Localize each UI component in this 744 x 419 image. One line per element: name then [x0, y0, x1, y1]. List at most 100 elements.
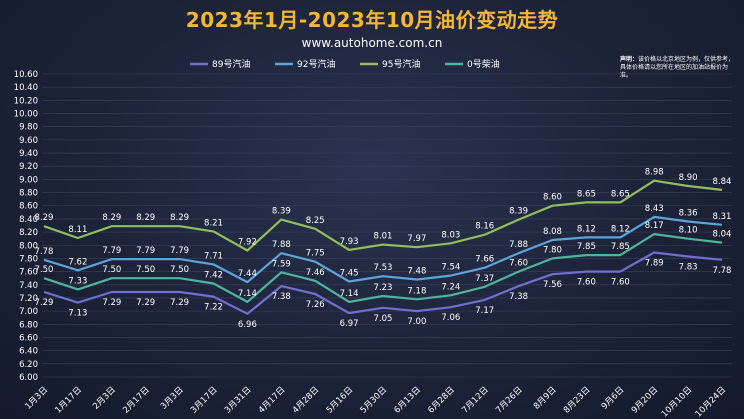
- x-tick-label: 7月12日: [460, 385, 491, 416]
- data-label: 7.66: [475, 255, 494, 265]
- data-label: 7.92: [238, 238, 257, 248]
- data-label: 7.80: [543, 245, 562, 255]
- data-label: 8.11: [68, 225, 87, 235]
- data-label: 8.16: [475, 222, 494, 232]
- y-tick-label: 9.40: [19, 149, 38, 159]
- data-label: 8.29: [170, 213, 189, 223]
- x-tick-label: 7月26日: [494, 385, 525, 416]
- data-label: 8.12: [577, 224, 596, 234]
- data-label: 8.84: [713, 177, 732, 187]
- y-tick-label: 8.80: [19, 189, 38, 199]
- y-axis: 6.00 6.20 6.40 6.60 6.80 7.00 7.20 7.40 7.60 7.80…: [14, 70, 38, 383]
- data-label: 8.43: [645, 204, 664, 214]
- y-tick-label: 7.00: [19, 307, 38, 317]
- data-label: 7.42: [204, 270, 223, 280]
- x-axis: 1月3日 1月17日 2月3日 2月17日 3月3日 3月17日 3月31日 4月17日 4月2…: [23, 385, 728, 419]
- data-label: 6.97: [340, 319, 359, 329]
- data-label: 7.46: [306, 268, 325, 278]
- data-label: 7.26: [306, 300, 325, 310]
- data-label: 7.60: [577, 278, 596, 288]
- series-lines: [43, 179, 723, 315]
- data-label: 7.50: [35, 265, 54, 275]
- x-tick-label: 4月28日: [291, 385, 322, 416]
- data-label: 8.04: [713, 230, 732, 240]
- legend-label: 95号汽油: [382, 58, 420, 70]
- data-label: 7.59: [272, 259, 291, 269]
- x-tick-label: 1月3日: [23, 385, 50, 412]
- data-label: 7.93: [340, 237, 359, 247]
- y-tick-label: 9.20: [19, 162, 38, 172]
- x-tick-label: 5月30日: [359, 385, 390, 416]
- data-label: 8.60: [543, 193, 562, 203]
- y-tick-label: 7.40: [19, 281, 38, 291]
- data-label: 7.53: [374, 263, 393, 273]
- chart-subtitle: www.autohome.com.cn: [301, 36, 443, 50]
- data-label: 7.22: [204, 303, 223, 313]
- series-line: [43, 215, 723, 284]
- data-label: 7.97: [407, 234, 426, 244]
- data-label: 7.29: [136, 298, 155, 308]
- y-tick-label: 8.40: [19, 215, 38, 225]
- data-label: 7.48: [407, 267, 426, 277]
- y-tick-label: 6.00: [19, 373, 38, 383]
- y-tick-label: 8.00: [19, 241, 38, 251]
- data-label: 7.38: [509, 292, 528, 302]
- data-label: 7.33: [68, 276, 87, 286]
- x-tick-label: 4月17日: [257, 385, 288, 416]
- x-tick-label: 9月20日: [630, 385, 661, 416]
- data-label: 7.23: [374, 283, 393, 293]
- data-label: 7.24: [441, 282, 460, 292]
- y-tick-label: 6.80: [19, 320, 38, 330]
- data-label: 7.60: [611, 278, 630, 288]
- series-line: [43, 179, 723, 252]
- data-label: 7.54: [441, 263, 460, 273]
- data-label: 7.78: [713, 266, 732, 276]
- data-label: 7.79: [102, 246, 121, 256]
- legend-label: 0号柴油: [467, 58, 500, 70]
- disclaimer-label: 声明：: [620, 56, 639, 63]
- data-label: 7.00: [407, 317, 426, 327]
- data-label: 7.89: [645, 259, 664, 269]
- data-label: 7.17: [475, 306, 494, 316]
- data-label: 7.50: [136, 265, 155, 275]
- x-tick-label: 3月17日: [189, 385, 220, 416]
- data-label: 8.90: [679, 173, 698, 183]
- series-line: [43, 251, 723, 315]
- data-label: 8.10: [679, 226, 698, 236]
- chart-title: 2023年1月-2023年10月油价变动走势: [185, 8, 559, 32]
- data-label: 8.31: [713, 212, 732, 222]
- series-line: [43, 233, 723, 303]
- data-label: 8.08: [543, 227, 562, 237]
- data-label: 7.79: [136, 246, 155, 256]
- data-label: 7.29: [35, 298, 54, 308]
- y-tick-label: 7.60: [19, 268, 38, 278]
- y-tick-label: 10.00: [14, 110, 38, 120]
- data-label: 8.29: [136, 213, 155, 223]
- data-label: 8.17: [645, 221, 664, 231]
- data-label: 7.37: [475, 274, 494, 284]
- data-label: 8.65: [577, 189, 596, 199]
- data-labels: 7.29 7.13 7.29 7.29 7.29 7.22 6.96 7.38 7.26 6.97…: [35, 168, 732, 330]
- y-tick-label: 8.20: [19, 228, 38, 238]
- y-tick-label: 10.40: [14, 83, 38, 93]
- y-tick-label: 10.20: [14, 96, 38, 106]
- y-tick-label: 7.20: [19, 294, 38, 304]
- grid-lines: [42, 73, 732, 378]
- data-label: 7.85: [611, 242, 630, 252]
- data-label: 8.39: [272, 207, 291, 217]
- data-label: 7.50: [102, 265, 121, 275]
- x-tick-label: 8月23日: [562, 385, 593, 416]
- x-tick-label: 2月3日: [91, 385, 118, 412]
- data-label: 7.78: [35, 247, 54, 257]
- data-label: 8.21: [204, 218, 223, 228]
- data-label: 7.83: [679, 262, 698, 272]
- data-label: 7.88: [509, 240, 528, 250]
- data-label: 8.12: [611, 224, 630, 234]
- x-tick-label: 2月17日: [121, 385, 152, 416]
- data-label: 7.88: [272, 240, 291, 250]
- data-label: 7.18: [407, 286, 426, 296]
- x-tick-label: 10月24日: [694, 385, 728, 419]
- y-tick-label: 6.60: [19, 333, 38, 343]
- data-label: 7.29: [102, 298, 121, 308]
